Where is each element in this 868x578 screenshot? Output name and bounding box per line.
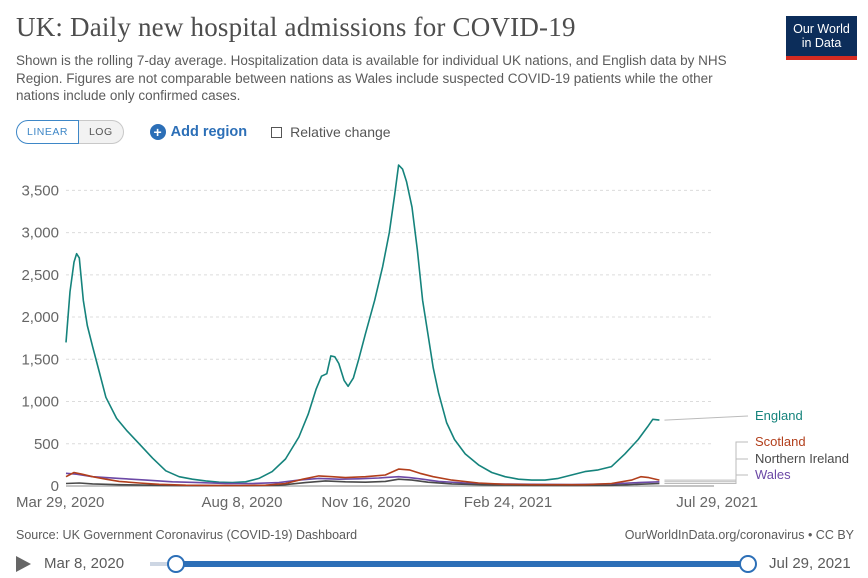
chart-title: UK: Daily new hospital admissions for CO… xyxy=(16,12,576,42)
timeline: Mar 8, 2020 Jul 29, 2021 xyxy=(0,548,868,578)
plus-circle-icon: + xyxy=(149,124,166,140)
y-tick-label: 0 xyxy=(51,478,59,495)
linear-button[interactable]: LINEAR xyxy=(16,120,79,144)
timeline-range[interactable] xyxy=(176,561,748,567)
relative-change-toggle[interactable]: Relative change xyxy=(271,124,391,140)
x-tick-label: Jul 29, 2021 xyxy=(676,494,758,511)
timeline-start-label: Mar 8, 2020 xyxy=(44,555,125,572)
owid-logo[interactable]: Our World in Data xyxy=(786,16,857,60)
y-tick-label: 2,000 xyxy=(21,309,59,326)
y-tick-label: 1,500 xyxy=(21,351,59,368)
chart-subtitle: Shown is the rolling 7-day average. Hosp… xyxy=(16,53,727,103)
y-tick-label: 3,000 xyxy=(21,225,59,242)
credit-link[interactable]: OurWorldInData.org/coronavirus • CC BY xyxy=(624,528,854,542)
timeline-end-label: Jul 29, 2021 xyxy=(769,555,851,572)
legend-connector xyxy=(664,441,748,481)
y-tick-label: 1,000 xyxy=(21,394,59,411)
x-tick-label: Nov 16, 2020 xyxy=(321,494,410,511)
legend-connector xyxy=(664,474,748,483)
source-note: Source: UK Government Coronavirus (COVID… xyxy=(16,528,358,542)
legend-connector xyxy=(664,415,749,421)
x-tick-label: Mar 29, 2020 xyxy=(16,494,104,511)
timeline-end-handle[interactable] xyxy=(739,555,757,573)
logo-line-2: in Data xyxy=(801,36,842,50)
series-label: Wales xyxy=(755,467,791,482)
line-chart: 0 500 1,000 1,500 2,000 2,500 3,000 3,500 Mar 29… xyxy=(16,164,849,511)
y-tick-label: 3,500 xyxy=(21,182,59,199)
series-label: Scotland xyxy=(755,434,806,449)
x-tick-label: Feb 24, 2021 xyxy=(464,494,552,511)
legend-connector xyxy=(664,458,748,484)
log-button[interactable]: LOG xyxy=(78,120,124,144)
timeline-start-handle[interactable] xyxy=(167,555,185,573)
scale-toggle: LINEAR LOG xyxy=(16,120,124,144)
series-line xyxy=(65,468,660,487)
series-label: Northern Ireland xyxy=(755,451,849,466)
timeline-track[interactable] xyxy=(150,562,178,566)
y-tick-label: 500 xyxy=(34,436,59,453)
series-label: England xyxy=(755,408,803,423)
relative-change-checkbox[interactable] xyxy=(271,126,283,138)
series-line xyxy=(65,164,660,484)
x-tick-label: Aug 8, 2020 xyxy=(202,494,283,511)
play-icon[interactable] xyxy=(16,556,31,572)
add-region-label: Add region xyxy=(170,124,248,140)
y-tick-label: 2,500 xyxy=(21,267,59,284)
add-region-button[interactable]: + Add region xyxy=(149,124,248,140)
relative-change-label: Relative change xyxy=(290,124,391,140)
chart-controls: LINEAR LOG + Add region Relative change xyxy=(16,120,391,144)
logo-line-1: Our World xyxy=(793,22,850,36)
